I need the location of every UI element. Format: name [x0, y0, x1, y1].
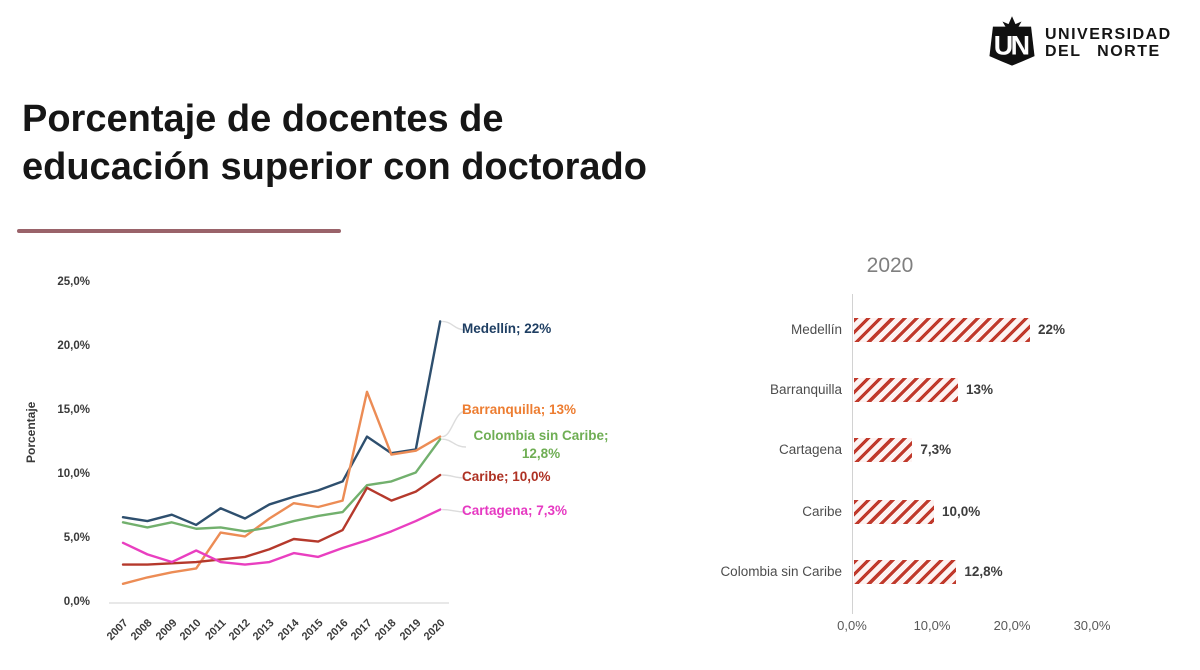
bar-category-label: Colombia sin Caribe: [720, 564, 842, 579]
svg-text:UN: UN: [994, 30, 1029, 60]
bar-category-label: Medellín: [790, 322, 842, 337]
bar-chart-axis-line: [852, 294, 853, 614]
y-tick-label: 0,0%: [63, 596, 90, 608]
hatched-bar: [854, 560, 957, 584]
label-leader-line-medellin: [442, 320, 467, 331]
line-plot-area: [109, 320, 467, 604]
y-tick-label: 15,0%: [57, 404, 90, 416]
bar-row-3: Cartagena 7,3%: [660, 437, 1200, 463]
y-tick-label: 5,0%: [63, 532, 90, 544]
y-axis-title: Porcentaje: [24, 401, 38, 464]
bar-row-5: Colombia sin Caribe 12,8%: [660, 559, 1200, 585]
series-label-medellin: Medellín; 22%: [462, 321, 552, 336]
label-leader-line-cartagena: [442, 508, 467, 513]
label-leader-line-colombia-sin-caribe: [442, 438, 467, 448]
hatched-bar: [854, 378, 958, 402]
un-shield-icon: UN: [989, 16, 1035, 66]
bar-x-tick-label: 10,0%: [913, 618, 951, 633]
logo-text-line1: UNIVERSIDAD: [1045, 26, 1172, 44]
series-label-caribe: Caribe; 10,0%: [462, 469, 551, 484]
series-line-medellin: [121, 320, 442, 527]
bar-chart-title: 2020: [866, 254, 914, 277]
bar-x-tick-label: 20,0%: [993, 618, 1031, 633]
logo-text-line2: DEL NORTE: [1045, 43, 1161, 60]
hatched-bar: [854, 500, 934, 524]
bar-category-label: Barranquilla: [769, 382, 842, 397]
series-label-cartagena: Cartagena; 7,3%: [462, 503, 568, 518]
hatched-bar: [854, 438, 913, 462]
bar-row-4: Caribe 10,0%: [660, 499, 1200, 525]
label-leader-line-caribe: [442, 474, 467, 479]
series-label-colombia-sin-caribe: Colombia sin Caribe; 12,8%: [473, 428, 609, 462]
label-leader-line-barranquilla: [442, 410, 467, 438]
series-line-barranquilla: [121, 390, 442, 585]
page-title-line1: Porcentaje de docentes de: [22, 98, 504, 140]
y-tick-label: 10,0%: [57, 468, 90, 480]
bar-chart-2020: 2020 Medellín 22% Barranquilla 13% Cartagena…: [660, 240, 1200, 670]
series-line-cartagena: [121, 508, 442, 566]
title-accent-rule: [17, 229, 341, 233]
bar-x-tick-label: 0,0%: [837, 618, 867, 633]
line-chart-evolucion: Porcentaje 0,0% 5,0% 10,0% 15,0% 20,0% 25,0% …: [0, 255, 660, 670]
bar-value-label: 12,8%: [964, 564, 1003, 579]
university-logo: UN UNIVERSIDAD DEL NORTE: [986, 16, 1172, 72]
bar-row-2: Barranquilla 13%: [660, 377, 1200, 403]
bar-x-tick-label: 30,0%: [1073, 618, 1111, 633]
y-tick-label: 20,0%: [57, 340, 90, 352]
bar-value-label: 10,0%: [942, 504, 981, 519]
series-label-barranquilla: Barranquilla; 13%: [462, 402, 577, 417]
bar-category-label: Caribe: [802, 504, 842, 519]
bar-value-label: 22%: [1038, 322, 1066, 337]
bar-category-label: Cartagena: [778, 442, 842, 457]
bar-value-label: 13%: [966, 382, 994, 397]
series-line-caribe: [121, 473, 442, 566]
hatched-bar: [854, 318, 1030, 342]
series-line-colombia-sin-caribe: [121, 437, 442, 533]
page-title-line2: educación superior con doctorado: [22, 145, 647, 188]
y-tick-label: 25,0%: [57, 276, 90, 288]
page-title: Porcentaje de docentes de educación supe…: [22, 96, 647, 192]
bar-value-label: 7,3%: [920, 442, 952, 457]
bar-row-1: Medellín 22%: [660, 317, 1200, 343]
